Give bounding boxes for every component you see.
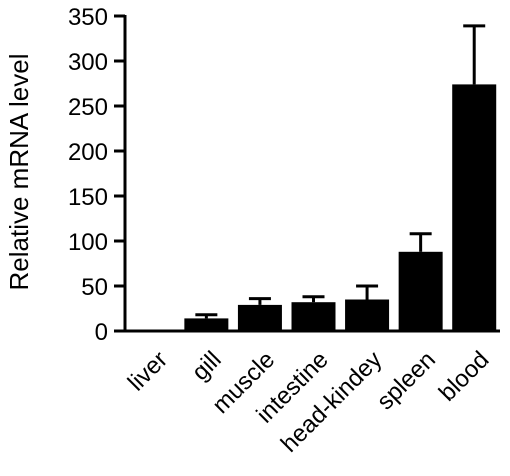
y-axis: 0 50 100 150 200 250 300 350 bbox=[68, 4, 127, 346]
y-axis-label: Relative mRNA level bbox=[4, 54, 34, 291]
bar bbox=[291, 302, 336, 331]
bar bbox=[398, 251, 443, 331]
bar-spleen bbox=[398, 232, 443, 331]
bar bbox=[184, 318, 229, 331]
x-axis: liver gillmuscleintestinehead-kindeysplee… bbox=[123, 329, 500, 458]
bar bbox=[452, 84, 497, 332]
x-tick-label: spleen bbox=[372, 346, 441, 415]
y-tick-label: 350 bbox=[68, 4, 108, 31]
y-tick-label: 150 bbox=[68, 184, 108, 211]
bar bbox=[237, 304, 282, 331]
bar-head-kindey bbox=[345, 284, 390, 331]
x-tick-label: liver bbox=[123, 346, 173, 396]
x-tick-label: blood bbox=[434, 346, 495, 407]
bar-muscle bbox=[237, 297, 282, 331]
bars bbox=[130, 24, 497, 332]
bar-intestine bbox=[291, 295, 336, 331]
bar bbox=[345, 299, 390, 331]
y-tick-label: 50 bbox=[81, 274, 108, 301]
bar-gill bbox=[184, 313, 229, 331]
y-tick-label: 0 bbox=[95, 319, 108, 346]
y-tick-label: 100 bbox=[68, 229, 108, 256]
bar-blood bbox=[452, 24, 497, 332]
y-tick-label: 250 bbox=[68, 94, 108, 121]
y-tick-label: 200 bbox=[68, 139, 108, 166]
y-tick-label: 300 bbox=[68, 49, 108, 76]
x-tick-label: gill bbox=[187, 346, 227, 386]
